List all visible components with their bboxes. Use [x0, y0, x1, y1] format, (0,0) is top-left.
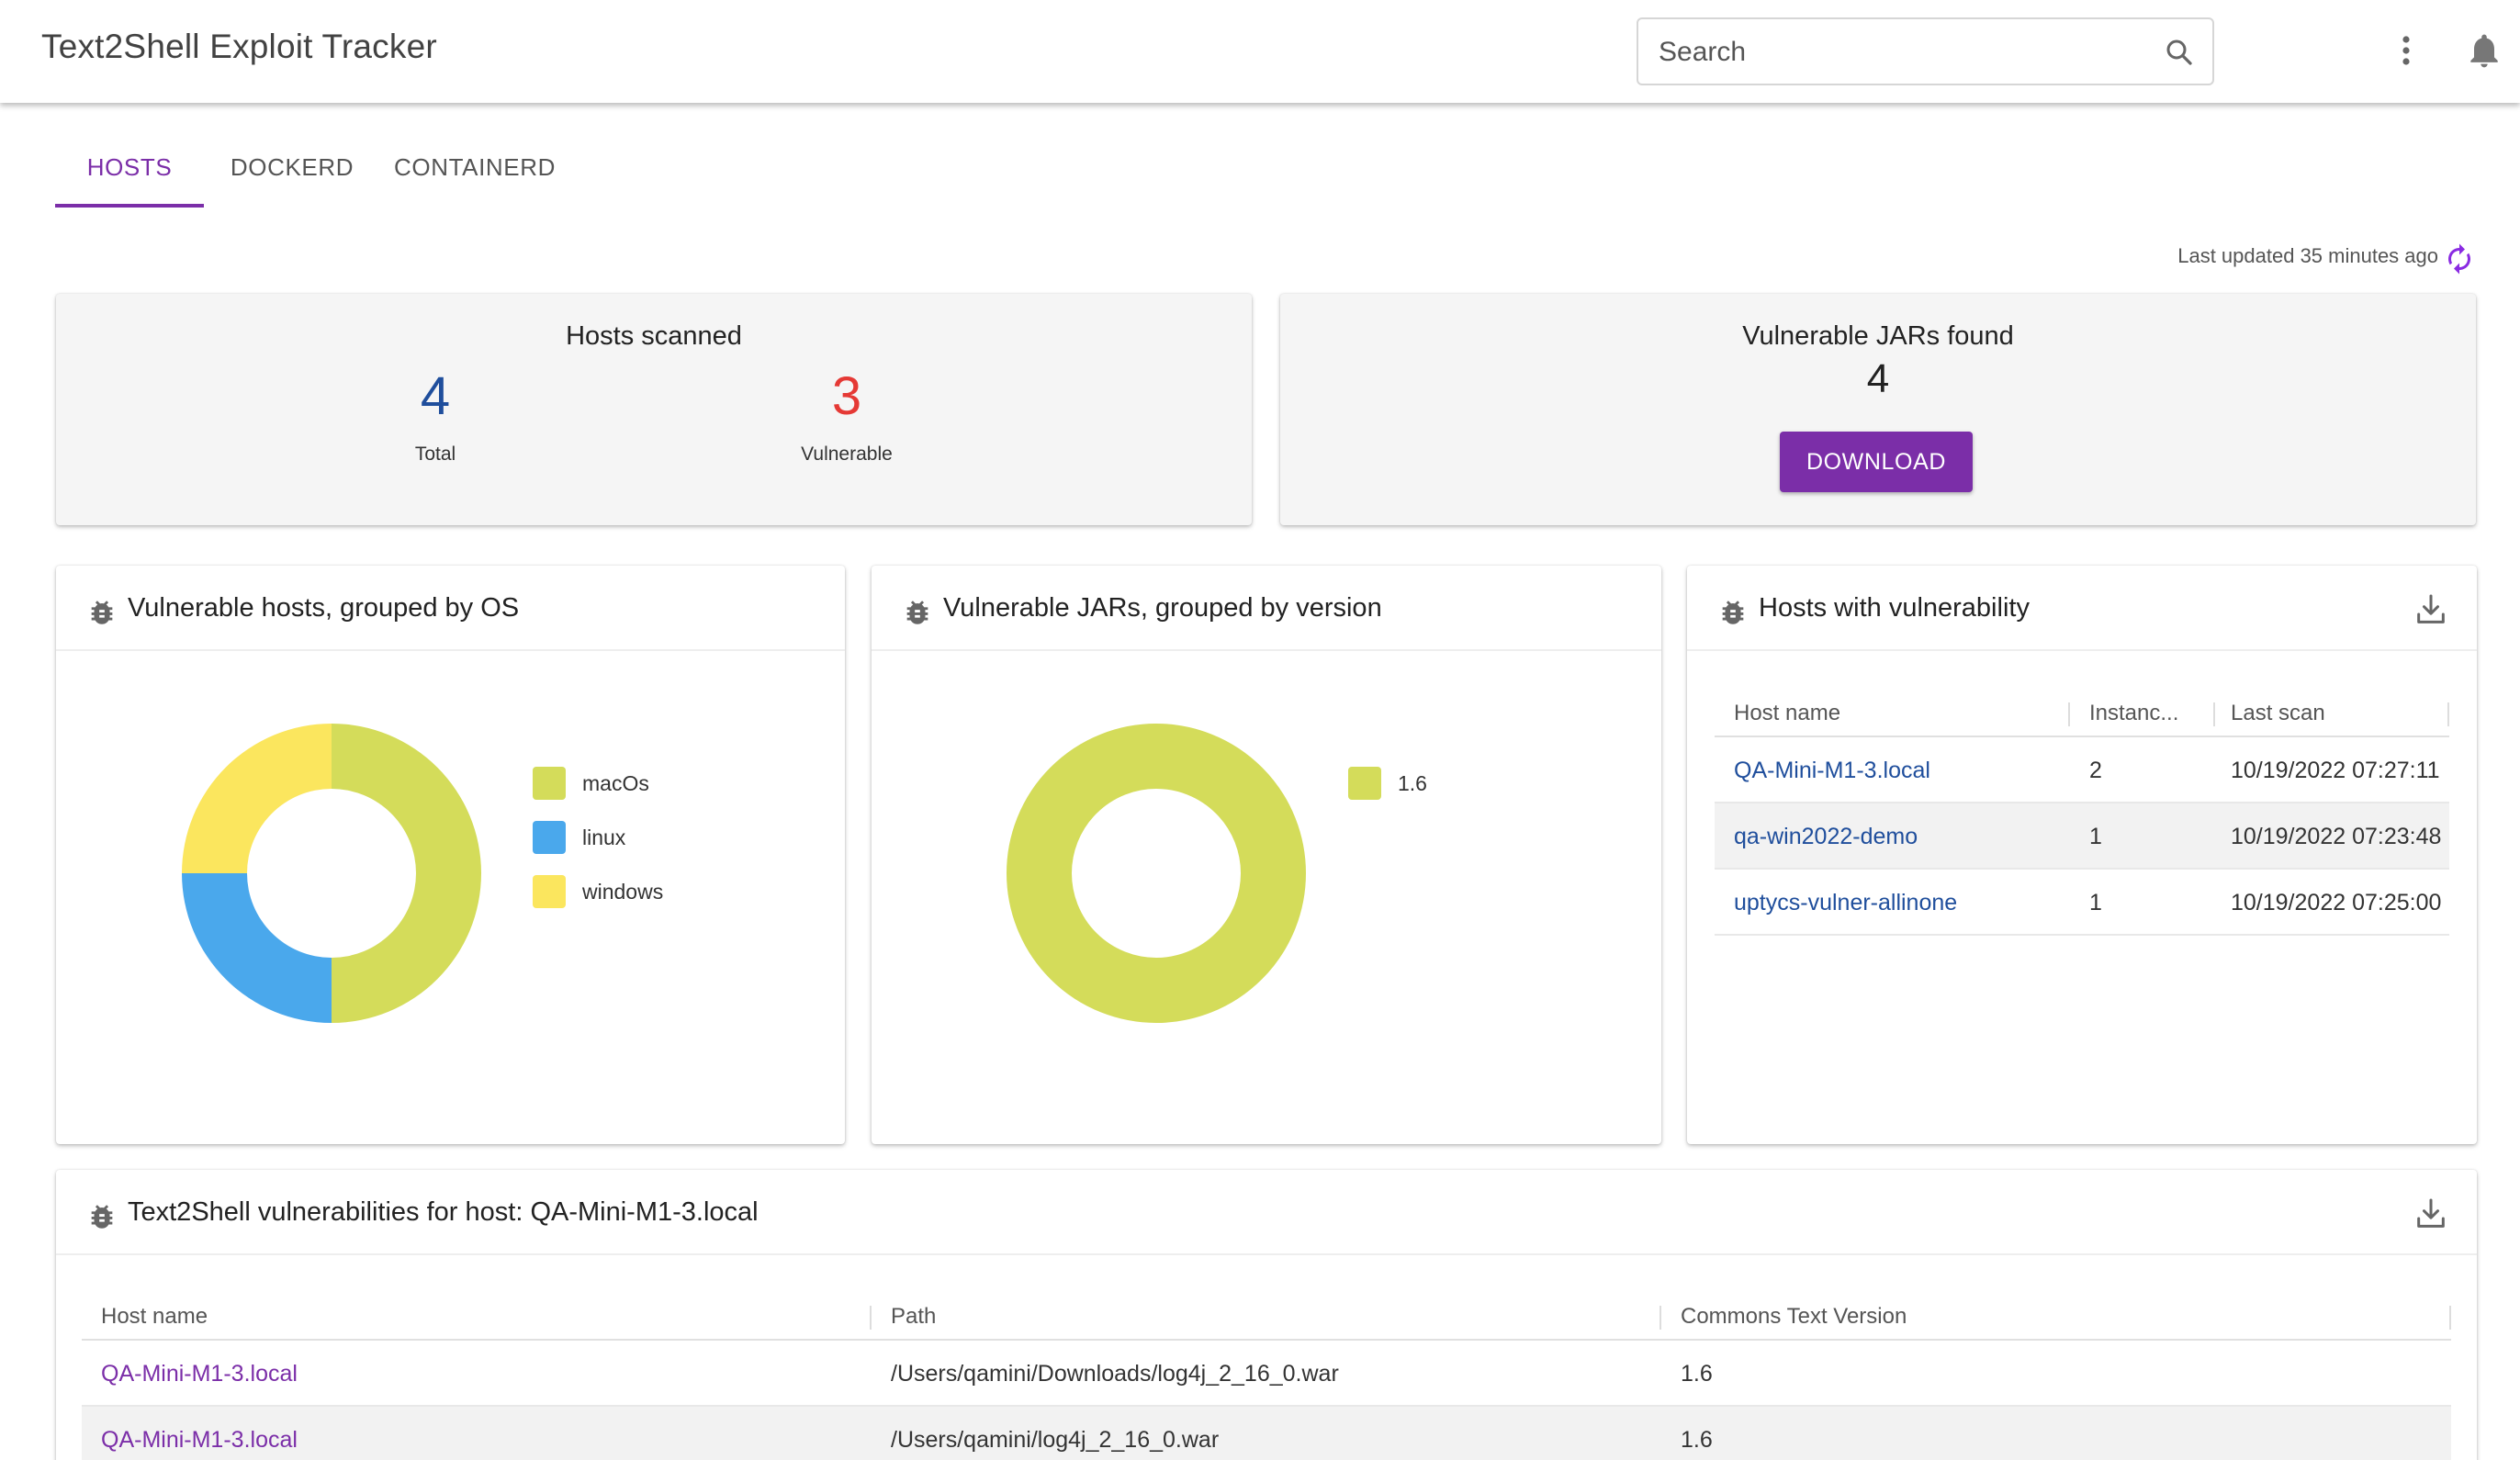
instances-cell: 1	[2089, 890, 2102, 915]
download-button[interactable]: DOWNLOAD	[1780, 432, 1973, 492]
column-header-host-name[interactable]: Host name	[101, 1304, 208, 1329]
total-label: Total	[414, 444, 456, 465]
table-row[interactable]: qa-win2022-demo 1 10/19/2022 07:23:48	[1715, 803, 2449, 870]
table-header-divider	[82, 1339, 2451, 1341]
version-cell: 1.6	[1681, 1361, 1713, 1387]
app-title: Text2Shell Exploit Tracker	[41, 28, 437, 65]
more-vert-icon[interactable]	[2388, 28, 2424, 73]
donut-slice-macos[interactable]	[332, 724, 481, 1023]
instances-cell: 1	[2089, 824, 2102, 849]
column-separator	[2213, 702, 2215, 726]
legend-swatch	[533, 875, 566, 908]
host-name-link[interactable]: uptycs-vulner-allinone	[1734, 890, 1958, 915]
download-icon[interactable]	[2413, 1196, 2449, 1232]
os-chart-title: Vulnerable hosts, grouped by OS	[128, 593, 520, 623]
bug-icon	[1722, 601, 1744, 624]
tab-containerd[interactable]: CONTAINERD	[394, 153, 556, 181]
os-donut-chart	[182, 724, 481, 1023]
tab-dockerd[interactable]: DOCKERD	[230, 153, 354, 181]
table-header-divider	[1715, 736, 2449, 737]
hosts-scanned-card: Hosts scanned 4 Total 3 Vulnerable	[56, 294, 1252, 525]
version-cell: 1.6	[1681, 1427, 1713, 1453]
search-box[interactable]	[1637, 17, 2214, 85]
legend-label: linux	[582, 825, 626, 849]
app-bar: Text2Shell Exploit Tracker	[0, 0, 2520, 103]
host-vulnerabilities-card: Text2Shell vulnerabilities for host: QA-…	[56, 1170, 2477, 1460]
version-chart-header: Vulnerable JARs, grouped by version	[872, 566, 1661, 651]
vulnerable-jars-card: Vulnerable JARs found 4 DOWNLOAD	[1280, 294, 2476, 525]
legend-swatch	[533, 821, 566, 854]
bug-icon	[91, 601, 113, 624]
version-chart-title: Vulnerable JARs, grouped by version	[943, 593, 1382, 623]
search-input[interactable]	[1659, 32, 2136, 73]
vulnerable-jars-title: Vulnerable JARs found	[1742, 321, 2014, 351]
instances-cell: 2	[2089, 758, 2102, 783]
donut-slice-linux[interactable]	[182, 873, 332, 1023]
bug-icon	[91, 1205, 113, 1229]
legend-label: 1.6	[1398, 771, 1427, 795]
column-separator	[2068, 702, 2070, 726]
hosts-vulnerability-card: Hosts with vulnerability Host name Insta…	[1687, 566, 2477, 1144]
legend-swatch	[1348, 767, 1381, 800]
os-chart-header: Vulnerable hosts, grouped by OS	[56, 566, 845, 651]
column-separator	[2449, 1306, 2451, 1330]
last-scan-cell: 10/19/2022 07:27:11	[2231, 758, 2440, 783]
last-updated-text: Last updated 35 minutes ago	[2177, 244, 2438, 267]
refresh-icon[interactable]	[2443, 242, 2476, 275]
host-name-link[interactable]: QA-Mini-M1-3.local	[1734, 758, 1930, 783]
bell-icon[interactable]	[2464, 30, 2504, 71]
host-name-link[interactable]: qa-win2022-demo	[1734, 824, 1918, 849]
vulnerable-jars-count: 4	[1866, 356, 1890, 401]
column-header-last-scan[interactable]: Last scan	[2231, 701, 2325, 725]
table-row[interactable]: QA-Mini-M1-3.local /Users/qamini/log4j_2…	[82, 1407, 2451, 1460]
vulnerable-label: Vulnerable	[801, 444, 893, 465]
donut-slice-1-6[interactable]	[1007, 724, 1306, 1023]
vulnerable-hosts-count: 3	[831, 366, 862, 426]
column-header-host-name[interactable]: Host name	[1734, 701, 1841, 725]
table-row[interactable]: QA-Mini-M1-3.local 2 10/19/2022 07:27:11	[1715, 737, 2449, 803]
legend-label: macOs	[582, 771, 649, 795]
hosts-vulnerability-header: Hosts with vulnerability	[1687, 566, 2477, 651]
version-chart-card: Vulnerable JARs, grouped by version 1.6	[872, 566, 1661, 1144]
host-name-link[interactable]: QA-Mini-M1-3.local	[101, 1427, 298, 1453]
last-scan-cell: 10/19/2022 07:23:48	[2231, 824, 2442, 849]
last-scan-cell: 10/19/2022 07:25:00	[2231, 890, 2442, 915]
column-header-commons-text-version[interactable]: Commons Text Version	[1681, 1304, 1907, 1329]
legend-label: windows	[582, 880, 664, 904]
hosts-scanned-title: Hosts scanned	[566, 321, 742, 351]
column-separator	[870, 1306, 872, 1330]
tab-hosts[interactable]: HOSTS	[55, 138, 204, 208]
hosts-vulnerability-title: Hosts with vulnerability	[1759, 593, 2030, 623]
donut-slice-windows[interactable]	[182, 724, 332, 873]
table-row[interactable]: uptycs-vulner-allinone 1 10/19/2022 07:2…	[1715, 870, 2449, 936]
search-icon[interactable]	[2163, 36, 2196, 69]
legend-swatch	[533, 767, 566, 800]
host-name-link[interactable]: QA-Mini-M1-3.local	[101, 1361, 298, 1387]
path-cell: /Users/qamini/log4j_2_16_0.war	[891, 1427, 1220, 1453]
column-separator	[2447, 702, 2449, 726]
download-icon[interactable]	[2413, 591, 2449, 628]
column-header-path[interactable]: Path	[891, 1304, 937, 1329]
path-cell: /Users/qamini/Downloads/log4j_2_16_0.war	[891, 1361, 1339, 1387]
table-row[interactable]: QA-Mini-M1-3.local /Users/qamini/Downloa…	[82, 1341, 2451, 1407]
total-hosts-count: 4	[420, 366, 451, 426]
host-vulnerabilities-title: Text2Shell vulnerabilities for host: QA-…	[128, 1197, 759, 1227]
version-donut-chart	[1007, 724, 1306, 1023]
host-vulnerabilities-header: Text2Shell vulnerabilities for host: QA-…	[56, 1170, 2477, 1255]
column-header-instances[interactable]: Instanc...	[2089, 701, 2179, 725]
bug-icon	[906, 601, 928, 624]
column-separator	[1659, 1306, 1661, 1330]
os-chart-card: Vulnerable hosts, grouped by OS macOs li…	[56, 566, 845, 1144]
